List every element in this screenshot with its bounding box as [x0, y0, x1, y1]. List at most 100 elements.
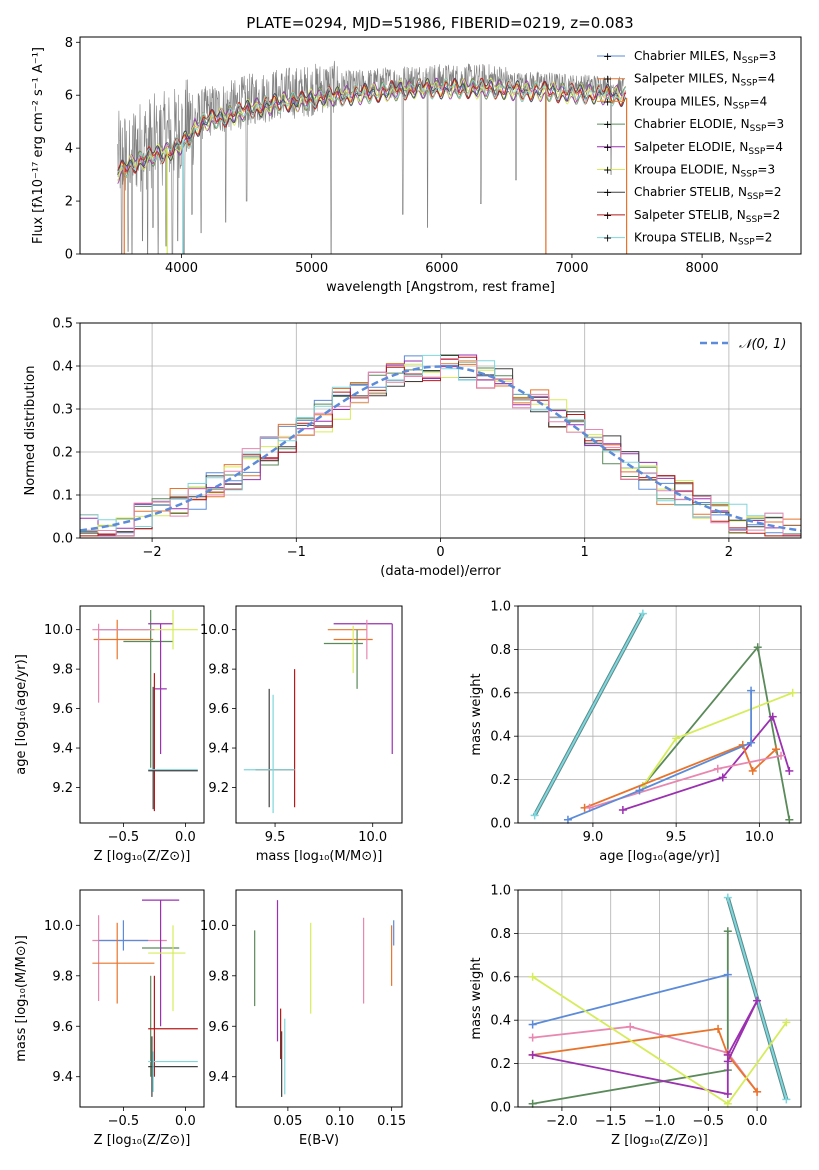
x-tick-label: 0.10 [325, 1114, 354, 1129]
y-tick-label: 9.8 [52, 663, 73, 678]
model-spectrum [117, 77, 627, 184]
legend-entry: Kroupa STELIB, NSSP=2 [634, 231, 772, 248]
y-tick-label: 0.4 [52, 360, 73, 375]
weight-series [532, 1027, 758, 1093]
x-tick-label: 9.5 [265, 830, 286, 845]
legend-entry: Chabrier ELODIE, NSSP=3 [634, 117, 784, 134]
gaussian-legend-label: 𝒩(0, 1) [739, 337, 786, 352]
legend-entry-text: Kroupa ELODIE, N [634, 163, 741, 177]
legend-entry: Salpeter MILES, NSSP=4 [634, 72, 775, 89]
y-tick-label: 0.8 [490, 927, 511, 942]
x-tick-label: −2.0 [546, 1114, 578, 1129]
legend-entry-tail: =2 [763, 208, 781, 222]
legend-entry: Kroupa MILES, NSSP=4 [634, 94, 767, 111]
legend-entry-tail: =2 [755, 231, 773, 245]
axes-frame [517, 889, 802, 1108]
weight-series [532, 1000, 758, 1096]
legend-entry-sub: SSP [741, 170, 758, 180]
age-vs-mass-panel: 9.5 10.0 9.2 9.4 9.6 9.8 10.0 mass [log₁₀(M/M⊙)… [200, 605, 403, 864]
y-tick-label: 9.8 [208, 969, 229, 984]
axes-frame [79, 322, 802, 539]
y-tick-label: 8 [65, 36, 73, 51]
weight-series [567, 690, 752, 821]
x-tick-label: 9.5 [666, 830, 687, 845]
weight-vs-metallicity-panel: −2.0 −1.5 −1.0 −0.5 0.0 0.0 0.2 0.4 0.6 0.8 1.0 Z [… [469, 884, 802, 1148]
y-tick-label: 0.2 [490, 1057, 511, 1072]
y-tick-label: 10.0 [44, 623, 73, 638]
legend-entry-sub: SSP [738, 238, 755, 248]
weight-series [533, 613, 644, 816]
legend-marker: + [603, 50, 612, 63]
x-axis-label: (data-model)/error [380, 564, 501, 579]
x-axis-label: wavelength [Angstrom, rest frame] [326, 280, 555, 295]
y-tick-label: 0 [65, 248, 73, 263]
legend-entry-tail: =2 [764, 185, 782, 199]
legend-entry-sub: SSP [746, 215, 763, 225]
y-tick-label: 6 [65, 89, 73, 104]
legend-entry-sub: SSP [741, 79, 758, 89]
legend-entry: Chabrier MILES, NSSP=3 [634, 49, 776, 66]
y-tick-label: 9.4 [52, 1070, 73, 1085]
y-axis-label: mass weight [469, 673, 484, 755]
x-tick-label: 2 [725, 545, 733, 560]
legend-entry-text: Kroupa MILES, N [634, 94, 733, 108]
legend-marker: + [603, 164, 612, 177]
x-tick-label: 0.0 [175, 1114, 196, 1129]
y-tick-label: 0.2 [52, 446, 73, 461]
x-tick-label: −0.5 [108, 1114, 140, 1129]
y-tick-label: 2 [65, 195, 73, 210]
legend-entry-tail: =4 [750, 94, 768, 108]
y-tick-label: 0.0 [490, 817, 511, 832]
legend-entry-tail: =4 [757, 72, 775, 86]
y-tick-label: 9.6 [52, 702, 73, 717]
legend-entry-sub: SSP [748, 147, 765, 157]
x-tick-label: −2 [143, 545, 162, 560]
legend-entry-sub: SSP [750, 124, 767, 134]
x-tick-label: 6000 [425, 261, 458, 276]
x-tick-label: 8000 [686, 261, 719, 276]
legend-entry-sub: SSP [742, 56, 759, 66]
legend-entry-tail: =3 [766, 117, 784, 131]
y-tick-label: 9.4 [52, 742, 73, 757]
spectrum-panel: 4000 5000 6000 7000 8000 0 2 4 6 8 wavelength [Ang… [31, 36, 802, 295]
y-tick-label: 0.4 [490, 730, 511, 745]
legend-entry-tail: =4 [765, 140, 783, 154]
legend-entry: Chabrier STELIB, NSSP=2 [634, 185, 782, 202]
y-tick-label: 0.0 [52, 532, 73, 547]
y-tick-label: 0.6 [490, 686, 511, 701]
legend-marker: + [603, 118, 612, 131]
x-tick-label: 1 [581, 545, 589, 560]
x-tick-label: 0.15 [377, 1114, 406, 1129]
y-axis-label: mass weight [469, 957, 484, 1039]
x-axis-label: Z [log₁₀(Z/Z⊙)] [94, 1133, 191, 1148]
y-axis-label: Flux [fλ10⁻¹⁷ erg cm⁻² s⁻¹ A⁻¹] [31, 47, 46, 244]
age-vs-metallicity-panel: −0.5 0.0 9.2 9.4 9.6 9.8 10.0 Z [log₁₀(Z/Z⊙)] ag… [14, 605, 205, 864]
x-tick-label: 0.0 [747, 1114, 768, 1129]
x-tick-label: −1.0 [644, 1114, 676, 1129]
axes-frame [235, 889, 403, 1108]
model-spectrum [117, 77, 627, 176]
legend-entry-text: Salpeter STELIB, N [634, 208, 746, 222]
x-axis-label: Z [log₁₀(Z/Z⊙)] [94, 849, 191, 864]
y-tick-label: 9.6 [208, 1020, 229, 1035]
figure-title: PLATE=0294, MJD=51986, FIBERID=0219, z=0… [246, 14, 633, 32]
weight-vs-age-panel: 9.0 9.5 10.0 0.0 0.2 0.4 0.6 0.8 1.0 age [log₁₀(a… [469, 600, 802, 864]
x-tick-label: 10.0 [745, 830, 774, 845]
axes-frame [79, 36, 802, 255]
x-tick-label: −0.5 [693, 1114, 725, 1129]
y-tick-label: 0.5 [52, 317, 73, 332]
axes-frame [79, 605, 205, 824]
legend-marker: + [603, 141, 612, 154]
y-tick-label: 9.6 [208, 702, 229, 717]
observed-spectrum [117, 60, 624, 254]
legend-entry-tail: =3 [759, 49, 777, 63]
legend-entry-text: Kroupa STELIB, N [634, 231, 738, 245]
legend-marker: + [603, 209, 612, 222]
legend-entry: Salpeter STELIB, NSSP=2 [634, 208, 780, 225]
spectrum-legend: + Chabrier MILES, NSSP=3 + Salpeter MILES, … [597, 49, 784, 248]
x-axis-label: Z [log₁₀(Z/Z⊙)] [611, 1133, 708, 1148]
y-tick-label: 1.0 [490, 600, 511, 615]
x-axis-label: E(B-V) [299, 1133, 339, 1148]
weight-series [622, 714, 791, 811]
legend-entry-text: Chabrier ELODIE, N [634, 117, 750, 131]
